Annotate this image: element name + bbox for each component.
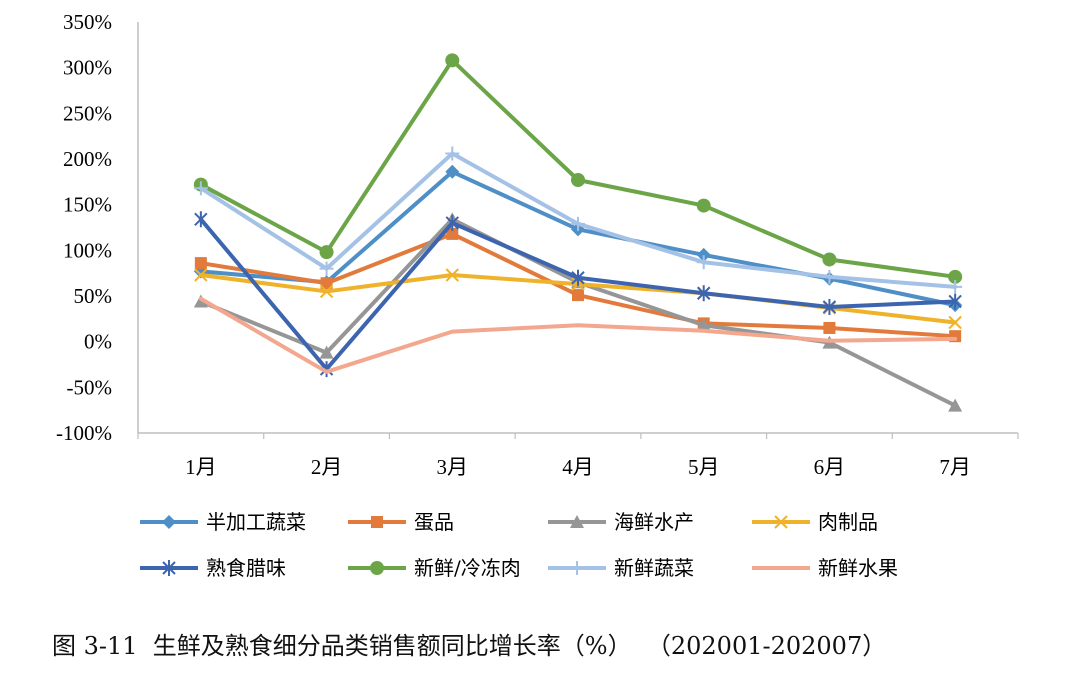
data-point: [822, 252, 837, 267]
data-point: [193, 181, 208, 196]
legend-item: 肉制品: [752, 510, 878, 534]
legend-label: 新鲜蔬菜: [614, 556, 694, 580]
data-point: [696, 318, 711, 332]
series-line: [198, 296, 958, 374]
y-tick-label: 100%: [63, 238, 112, 262]
x-tick-label: 4月: [562, 455, 594, 479]
legend-swatch-marker: [162, 560, 176, 576]
data-point: [948, 293, 962, 310]
data-point: [948, 398, 963, 412]
figure-caption: 图 3-11 生鲜及熟食细分品类销售额同比增长率（%） （202001-2020…: [52, 632, 887, 660]
legend-label: 新鲜水果: [818, 556, 898, 580]
series-layer: [193, 53, 963, 412]
data-point: [571, 173, 585, 188]
y-tick-label: -50%: [67, 375, 113, 399]
legend-swatch-marker: [371, 516, 383, 528]
y-tick-label: 300%: [63, 56, 112, 80]
series-line: [198, 58, 958, 279]
y-tick-label: -100%: [56, 421, 112, 445]
y-tick-label: 350%: [63, 10, 112, 34]
data-point: [948, 315, 962, 330]
series-新鲜水果: [198, 296, 958, 374]
x-tick-label: 7月: [939, 455, 971, 479]
data-point: [696, 247, 711, 262]
y-tick-label: 200%: [63, 147, 112, 171]
data-point: [319, 261, 334, 276]
data-point: [822, 298, 837, 315]
data-point: [319, 361, 334, 378]
data-point: [571, 269, 585, 286]
y-tick-label: 150%: [63, 193, 112, 217]
y-tick-label: 250%: [63, 101, 112, 125]
data-point: [445, 53, 460, 68]
data-point: [697, 285, 711, 302]
data-point: [446, 227, 459, 240]
y-tick-label: 50%: [74, 284, 113, 308]
data-point: [822, 269, 837, 284]
legend-item: 海鲜水产: [548, 510, 694, 534]
x-tick-label: 5月: [688, 455, 720, 479]
data-point: [696, 198, 711, 213]
legend-label: 海鲜水产: [614, 510, 694, 534]
data-point: [948, 279, 963, 294]
x-tick-label: 6月: [814, 455, 846, 479]
axes: -100% -50% 0% 50% 100% 150% 200% 250% 300% 350% 1月…: [56, 10, 1019, 479]
data-point: [194, 211, 208, 228]
data-point: [696, 255, 711, 270]
legend-item: 新鲜/冷冻肉: [348, 556, 521, 580]
series-新鲜/冷冻肉: [193, 53, 963, 284]
data-point: [445, 146, 460, 161]
data-point: [194, 268, 208, 282]
legend-swatch-marker: [570, 561, 584, 575]
legend-item: 半加工蔬菜: [140, 510, 306, 534]
legend-label: 半加工蔬菜: [206, 510, 306, 534]
data-point: [319, 345, 334, 359]
series-熟食腊味: [194, 211, 962, 378]
data-point: [948, 269, 963, 284]
data-point: [194, 257, 207, 270]
legend-swatch-marker: [774, 515, 788, 529]
legend-swatch-marker: [162, 515, 176, 529]
x-tick-label: 2月: [311, 455, 343, 479]
y-tick-label: 0%: [84, 330, 112, 354]
legend-label: 蛋品: [414, 510, 454, 534]
x-tick-label: 1月: [185, 455, 217, 479]
legend-item: 新鲜蔬菜: [548, 556, 694, 580]
data-point: [445, 214, 459, 231]
legend-label: 肉制品: [818, 510, 878, 534]
data-point: [823, 321, 836, 334]
legend-label: 熟食腊味: [206, 556, 286, 580]
data-point: [445, 268, 459, 282]
series-新鲜蔬菜: [193, 146, 963, 294]
x-tick-label: 3月: [437, 455, 469, 479]
line-chart: -100% -50% 0% 50% 100% 150% 200% 250% 300% 350% 1月…: [56, 10, 1019, 580]
legend-item: 熟食腊味: [140, 556, 286, 580]
legend-item: 新鲜水果: [752, 556, 898, 580]
data-point: [319, 284, 334, 299]
legend-swatch-marker: [570, 515, 584, 528]
legend-item: 蛋品: [348, 510, 454, 534]
data-point: [445, 164, 460, 179]
data-point: [319, 245, 334, 260]
data-point: [572, 289, 584, 302]
legend-label: 新鲜/冷冻肉: [414, 556, 521, 580]
legend-swatch-marker: [370, 561, 384, 575]
data-point: [571, 216, 585, 231]
data-point: [320, 277, 333, 290]
